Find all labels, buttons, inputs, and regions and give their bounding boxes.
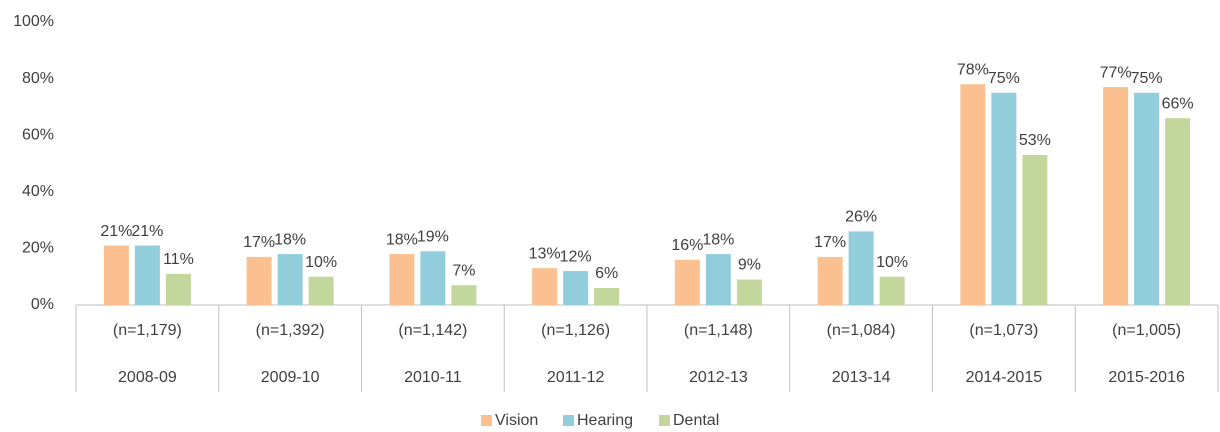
bar (1165, 118, 1191, 305)
x-tick-label: 2015-2016 (1108, 369, 1185, 386)
y-tick-label: 80% (22, 70, 54, 87)
y-tick-label: 20% (22, 240, 54, 257)
data-label: 78% (957, 61, 989, 78)
bar (848, 231, 874, 305)
data-label: 10% (876, 254, 908, 271)
bar (246, 256, 272, 305)
bar (563, 271, 589, 305)
sample-size-label: (n=1,179) (113, 322, 182, 339)
bar (594, 288, 620, 305)
legend-label: Dental (673, 412, 719, 429)
bar (277, 254, 303, 305)
bar (532, 268, 558, 305)
bar (420, 251, 446, 305)
bar (103, 245, 129, 305)
bar (1022, 155, 1048, 305)
sample-size-label: (n=1,148) (684, 322, 753, 339)
bar (1103, 87, 1129, 305)
data-label: 26% (845, 209, 877, 226)
legend-label: Vision (495, 412, 538, 429)
data-label: 19% (417, 228, 449, 245)
x-tick-label: 2012-13 (689, 369, 748, 386)
y-tick-label: 100% (13, 13, 54, 30)
data-label: 17% (243, 234, 275, 251)
data-label: 17% (814, 234, 846, 251)
bar (817, 256, 843, 305)
data-label: 12% (560, 248, 592, 265)
legend-label: Hearing (577, 412, 633, 429)
data-label: 18% (274, 231, 306, 248)
y-tick-label: 60% (22, 126, 54, 143)
x-tick-label: 2013-14 (832, 369, 891, 386)
bar (451, 285, 477, 305)
sample-size-label: (n=1,073) (969, 322, 1038, 339)
data-label: 18% (702, 231, 734, 248)
data-label: 9% (738, 257, 761, 274)
data-label: 75% (988, 70, 1020, 87)
data-label: 10% (305, 254, 337, 271)
bar (389, 254, 415, 305)
legend-swatch (481, 415, 492, 426)
bar (960, 84, 986, 305)
x-tick-label: 2011-12 (547, 369, 605, 386)
y-tick-label: 0% (31, 296, 54, 313)
legend-swatch (659, 415, 670, 426)
data-label: 18% (386, 231, 418, 248)
data-label: 13% (529, 245, 561, 262)
bar (1134, 92, 1160, 305)
x-tick-label: 2014-2015 (966, 369, 1043, 386)
bar (308, 276, 334, 305)
bar (674, 259, 700, 305)
bar (705, 254, 731, 305)
sample-size-label: (n=1,005) (1112, 322, 1181, 339)
data-label: 16% (671, 237, 703, 254)
sample-size-label: (n=1,142) (398, 322, 467, 339)
data-label: 66% (1162, 95, 1194, 112)
data-label: 21% (100, 223, 132, 240)
x-tick-label: 2008-09 (118, 369, 177, 386)
bar (991, 92, 1017, 305)
bar (879, 276, 905, 305)
legend-swatch (563, 415, 574, 426)
bar (736, 279, 762, 305)
data-label: 75% (1131, 70, 1163, 87)
data-label: 7% (452, 262, 475, 279)
sample-size-label: (n=1,084) (827, 322, 896, 339)
sample-size-label: (n=1,126) (541, 322, 610, 339)
y-tick-label: 40% (22, 183, 54, 200)
x-tick-label: 2010-11 (404, 369, 462, 386)
data-label: 53% (1019, 132, 1051, 149)
x-tick-label: 2009-10 (261, 369, 320, 386)
data-label: 77% (1100, 64, 1132, 81)
sample-size-label: (n=1,392) (256, 322, 325, 339)
bar (165, 273, 191, 305)
data-label: 21% (131, 223, 163, 240)
data-label: 6% (595, 265, 618, 282)
bar (134, 245, 160, 305)
data-label: 11% (163, 251, 194, 268)
